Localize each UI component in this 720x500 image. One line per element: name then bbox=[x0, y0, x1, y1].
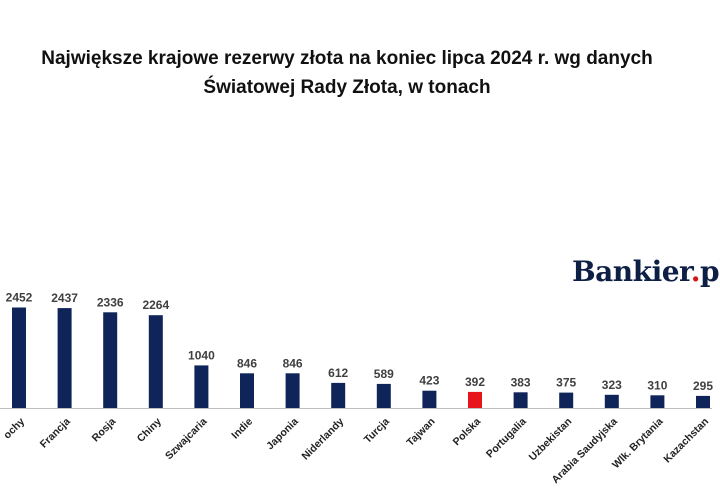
bar-uzbekistan bbox=[559, 392, 574, 408]
category-label: Niderlandy bbox=[299, 416, 346, 463]
bar-japonia bbox=[285, 373, 300, 408]
category-label: Indie bbox=[229, 416, 255, 442]
bar-polska bbox=[468, 391, 482, 408]
value-label: 2437 bbox=[51, 291, 78, 305]
value-label: 323 bbox=[602, 378, 622, 392]
chart-title-line-2: Światowej Rady Złota, w tonach bbox=[203, 77, 491, 98]
value-label: 310 bbox=[647, 378, 667, 392]
bar-chiny bbox=[148, 315, 163, 408]
bar-portugalia bbox=[513, 392, 528, 408]
category-label: Polska bbox=[451, 416, 484, 449]
bar-francja bbox=[57, 308, 72, 408]
category-label: Tajwan bbox=[404, 416, 437, 449]
category-label: Rosja bbox=[90, 416, 119, 445]
value-label: 2336 bbox=[97, 295, 124, 309]
value-label: 375 bbox=[556, 376, 576, 390]
category-label: Japonia bbox=[264, 416, 301, 453]
value-label: 612 bbox=[328, 366, 348, 380]
category-label: Francja bbox=[38, 416, 73, 451]
bar-arabia-saudyjska bbox=[604, 394, 619, 408]
category-label: ochy bbox=[1, 416, 27, 442]
value-label: 295 bbox=[693, 379, 713, 393]
chart-title-line-1: Największe krajowe rezerwy złota na koni… bbox=[41, 48, 653, 69]
bar-indie bbox=[240, 373, 254, 408]
category-label: Uzbekistan bbox=[527, 416, 575, 464]
category-label: Turcja bbox=[362, 416, 392, 446]
bar-rosja bbox=[103, 312, 118, 408]
value-label: 423 bbox=[419, 374, 439, 388]
category-label: Chiny bbox=[135, 416, 164, 445]
category-label: Szwajcaria bbox=[163, 416, 210, 463]
bar-turcja bbox=[376, 383, 391, 408]
category-label: Portugalia bbox=[484, 416, 529, 461]
bar-tajwan bbox=[422, 390, 437, 408]
value-label: 589 bbox=[374, 367, 394, 381]
bankier-logo: Bankier.pl bbox=[572, 255, 720, 288]
bar-wlk-brytania bbox=[650, 395, 665, 408]
value-label: 392 bbox=[465, 375, 485, 389]
bar-szwajcaria bbox=[194, 365, 209, 408]
bar-niderlandy bbox=[331, 382, 346, 408]
value-label: 2452 bbox=[6, 291, 33, 305]
value-label: 846 bbox=[237, 356, 257, 370]
category-label: Kazachstan bbox=[661, 416, 711, 466]
bar-kazachstan bbox=[696, 395, 710, 408]
value-label: 2264 bbox=[142, 298, 169, 312]
value-label: 846 bbox=[283, 356, 303, 370]
bar-włochy bbox=[12, 307, 26, 408]
value-label: 1040 bbox=[188, 348, 215, 362]
value-label: 383 bbox=[511, 375, 531, 389]
chart-title: Największe krajowe rezerwy złota na koni… bbox=[0, 44, 694, 102]
